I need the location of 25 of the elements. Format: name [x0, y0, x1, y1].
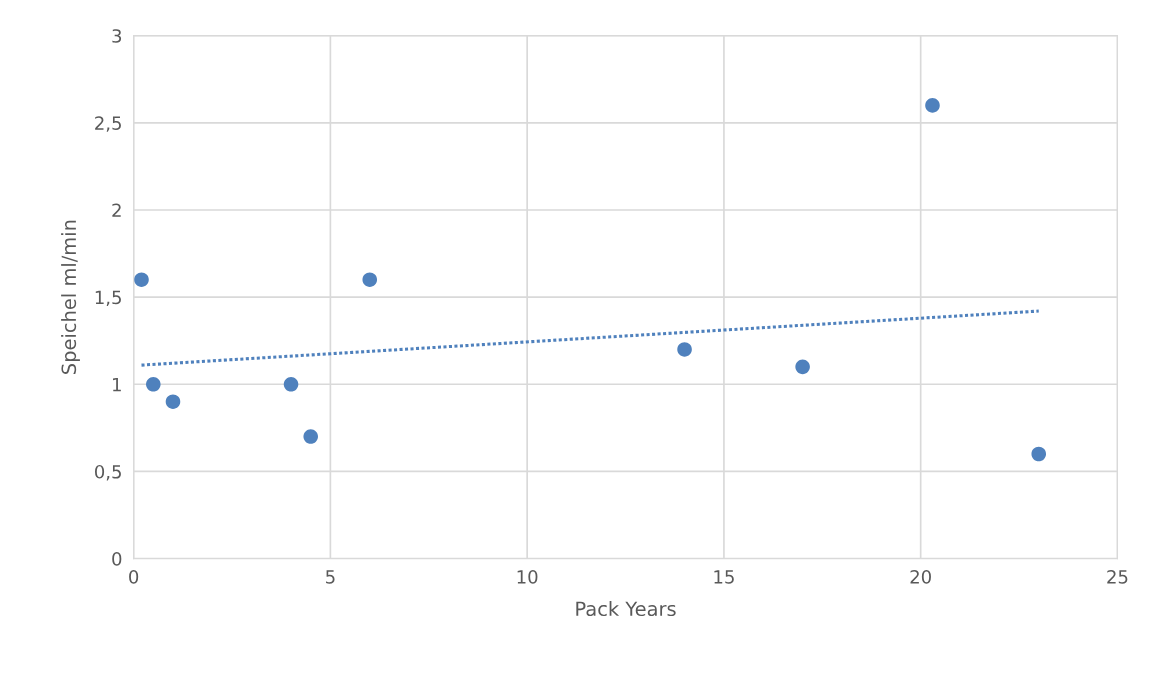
point — [677, 342, 692, 357]
y-tick-label: 0,5 — [95, 464, 121, 481]
point — [303, 429, 318, 444]
point — [1031, 446, 1047, 462]
x-tick-label: 20 — [910, 570, 931, 584]
point — [925, 98, 940, 113]
y-tick-label: 3 — [112, 29, 122, 43]
x-tick-label: 10 — [517, 570, 538, 584]
y-tick-label: 1,5 — [95, 290, 121, 307]
y-tick-label: 0 — [112, 552, 122, 566]
y-tick-label: 1 — [113, 377, 121, 392]
point — [134, 272, 149, 287]
point — [362, 272, 378, 287]
y-tick-label: 2 — [112, 203, 121, 217]
x-tick-label: 5 — [326, 570, 335, 584]
x-tick-label: 25 — [1107, 570, 1128, 584]
point — [165, 394, 181, 409]
point — [146, 377, 161, 392]
point — [283, 377, 299, 392]
x-axis-title: Pack Years — [576, 601, 676, 617]
y-tick-label: 2,5 — [95, 116, 121, 132]
x-tick-label: 0 — [129, 570, 139, 584]
x-tick-label: 15 — [714, 570, 734, 584]
y-axis-title: Speichel ml/min — [61, 220, 80, 374]
point — [795, 359, 810, 375]
